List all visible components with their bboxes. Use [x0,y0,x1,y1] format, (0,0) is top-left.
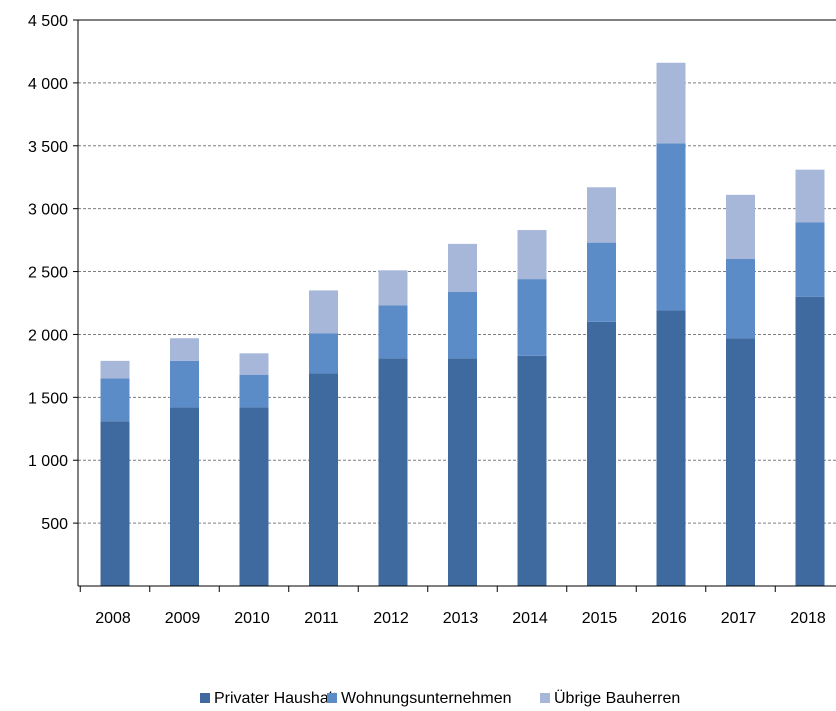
y-tick-label: 4 000 [28,76,68,93]
legend: Privater Haushalt Wohnungsunternehmen Übri… [200,689,680,707]
bar-segment-wohnungsunternehmen [378,305,408,359]
legend-swatch [540,693,550,703]
bar-stacks [100,62,825,586]
bar-segment--brige-bauherren [587,187,616,243]
x-tick-label: 2018 [790,610,826,627]
bar-segment-privater-haushalt [517,355,547,586]
x-tick-label: 2014 [512,610,548,627]
legend-item: Übrige Bauherren [540,689,680,707]
y-tick-label: 4 500 [28,13,68,30]
legend-swatch [200,693,210,703]
bar-segment-wohnungsunternehmen [100,378,130,422]
bar-segment-privater-haushalt [170,407,199,586]
x-tick-label: 2016 [651,610,687,627]
y-tick-label: 3 500 [28,139,68,156]
bar-segment-wohnungsunternehmen [726,258,755,339]
legend-label: Übrige Bauherren [554,689,680,707]
bar-segment--brige-bauherren [656,62,686,144]
legend-label: Wohnungsunternehmen [341,690,512,707]
axes [73,19,836,592]
bar-segment--brige-bauherren [100,360,130,379]
legend-swatch [327,693,337,703]
legend-item: Privater Haushalt [200,690,337,707]
bar-segment-privater-haushalt [239,407,269,586]
x-tick-label: 2010 [234,610,270,627]
x-tick-label: 2011 [304,610,339,627]
y-tick-label: 1 000 [28,453,68,470]
x-tick-label: 2015 [582,610,618,627]
bar-segment-wohnungsunternehmen [587,242,616,322]
bar-segment-privater-haushalt [448,358,477,586]
x-axis-tick-labels: 2008 2009 2010 2011 2012 2013 2014 2015 2016 2017… [95,610,826,627]
bar-segment--brige-bauherren [309,290,338,334]
bar-segment--brige-bauherren [239,353,269,375]
y-tick-label: 2 500 [28,265,68,282]
bar-segment-privater-haushalt [795,296,825,586]
bar-segment-wohnungsunternehmen [795,222,825,297]
y-axis-tick-labels: 500 1 000 1 500 2 000 2 500 3 000 3 500 4 000 4 … [28,13,68,533]
y-tick-label: 3 000 [28,202,68,219]
gridlines [78,19,836,524]
x-tick-label: 2013 [443,610,479,627]
bar-segment-wohnungsunternehmen [309,333,338,374]
y-tick-label: 500 [41,516,68,533]
bar-segment-privater-haushalt [100,421,130,586]
bar-segment--brige-bauherren [448,243,477,292]
bar-segment-privater-haushalt [656,310,686,586]
x-tick-label: 2017 [721,610,757,627]
bar-segment--brige-bauherren [795,169,825,223]
y-tick-label: 1 500 [28,390,68,407]
bar-segment-wohnungsunternehmen [517,279,547,356]
legend-item: Wohnungsunternehmen [327,690,512,707]
bar-segment-wohnungsunternehmen [170,360,199,408]
bar-segment-wohnungsunternehmen [448,291,477,359]
bar-segment-privater-haushalt [309,373,338,586]
x-tick-label: 2009 [165,610,201,627]
bar-segment--brige-bauherren [726,194,755,259]
bar-segment-wohnungsunternehmen [239,374,269,408]
bar-segment-wohnungsunternehmen [656,143,686,311]
x-tick-label: 2008 [95,610,131,627]
bar-segment-privater-haushalt [726,338,755,586]
bar-segment--brige-bauherren [378,270,408,306]
bar-segment-privater-haushalt [587,321,616,586]
bar-segment--brige-bauherren [170,338,199,361]
legend-label: Privater Haushalt [214,690,337,707]
bar-segment--brige-bauherren [517,230,547,280]
bar-segment-privater-haushalt [378,358,408,586]
x-tick-label: 2012 [373,610,409,627]
y-tick-label: 2 000 [28,327,68,344]
